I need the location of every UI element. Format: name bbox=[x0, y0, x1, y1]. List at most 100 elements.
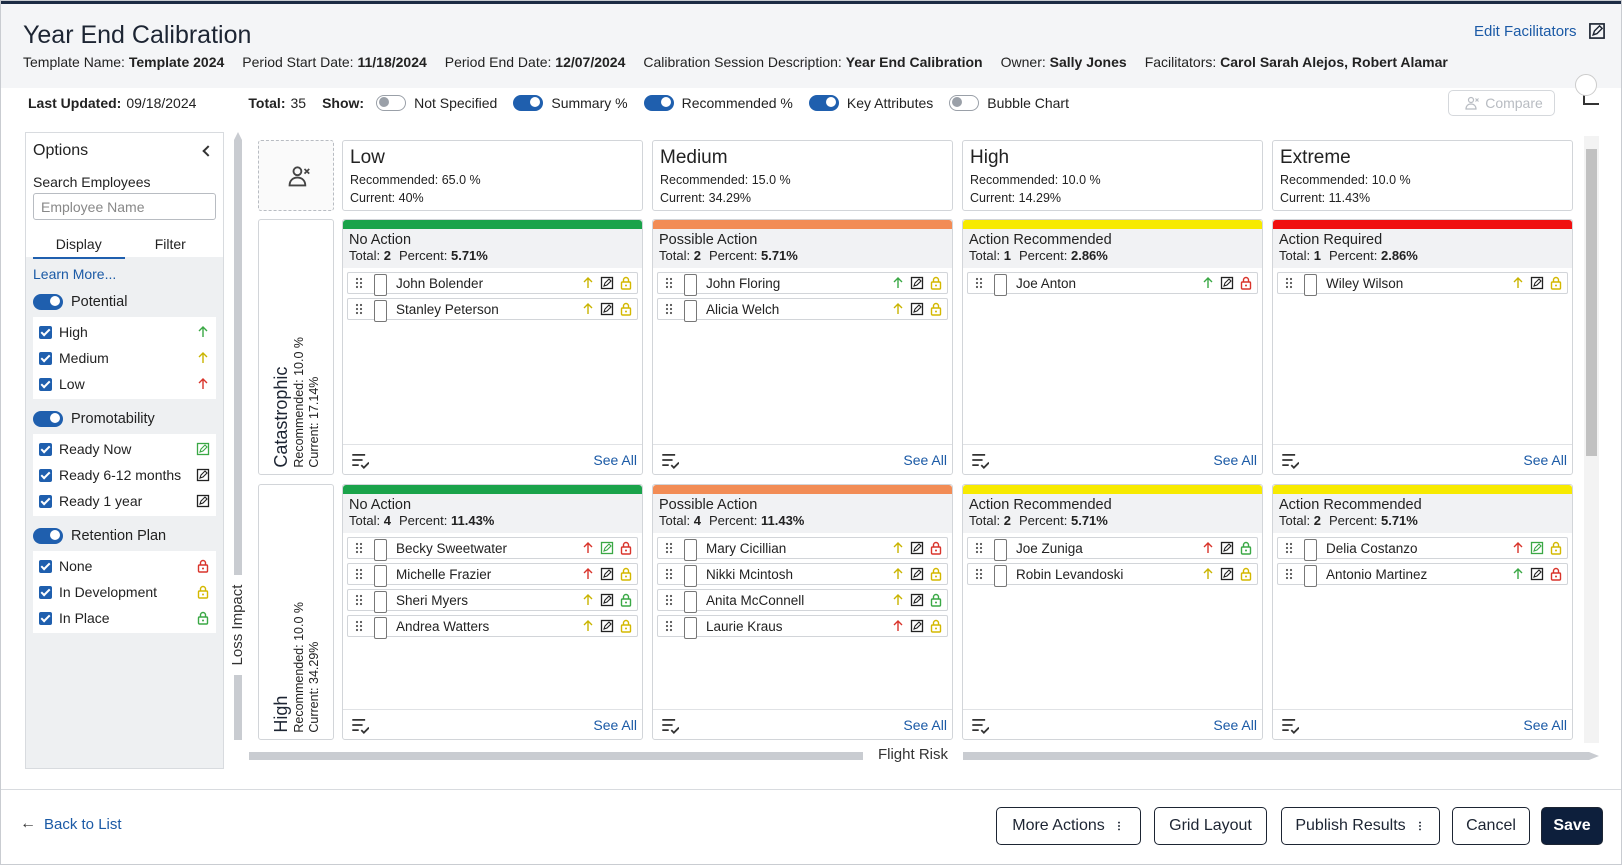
footer-button[interactable]: More Actions bbox=[996, 807, 1141, 845]
edit-icon bbox=[196, 494, 210, 508]
checkbox[interactable] bbox=[39, 611, 52, 625]
checkbox[interactable] bbox=[39, 585, 52, 599]
cell-header: Action Recommended Total: 2 Percent: 5.71% bbox=[963, 494, 1262, 533]
employee-card[interactable]: Laurie Kraus bbox=[657, 615, 948, 639]
employee-card[interactable]: Antonio Martinez bbox=[1277, 563, 1568, 587]
checkbox[interactable] bbox=[684, 539, 697, 561]
employee-card[interactable]: Andrea Watters bbox=[347, 615, 638, 639]
row-current: Current: 34.29% bbox=[307, 641, 321, 733]
checkbox[interactable] bbox=[684, 274, 697, 296]
employee-card[interactable]: Joe Zuniga bbox=[967, 537, 1258, 561]
footer-button[interactable]: Grid Layout bbox=[1154, 807, 1267, 845]
compare-button[interactable]: Compare bbox=[1448, 90, 1555, 116]
employee-card[interactable]: Mary Cicillian bbox=[657, 537, 948, 561]
unassigned-box[interactable] bbox=[258, 140, 334, 211]
checkbox[interactable] bbox=[39, 442, 52, 456]
edit-facilitators[interactable]: Edit Facilitators bbox=[1474, 22, 1606, 40]
checkbox[interactable] bbox=[994, 565, 1007, 587]
learn-more[interactable]: Learn More... bbox=[33, 266, 117, 282]
toggle-switch[interactable] bbox=[643, 95, 674, 111]
lock-icon bbox=[620, 567, 632, 581]
see-all-link[interactable]: See All bbox=[903, 716, 947, 733]
footer-button[interactable]: Save bbox=[1541, 807, 1603, 845]
checkbox[interactable] bbox=[39, 377, 52, 391]
employee-card[interactable]: Nikki Mcintosh bbox=[657, 563, 948, 587]
checkbox[interactable] bbox=[684, 591, 697, 613]
footer-button[interactable]: Cancel bbox=[1452, 807, 1530, 845]
checkbox[interactable] bbox=[994, 539, 1007, 561]
checkbox[interactable] bbox=[1304, 274, 1317, 296]
employee-card[interactable]: Alicia Welch bbox=[657, 298, 948, 322]
checkbox[interactable] bbox=[994, 274, 1007, 296]
tab[interactable]: Filter bbox=[154, 236, 186, 252]
scrollbar-thumb[interactable] bbox=[1586, 149, 1597, 456]
tab[interactable]: Display bbox=[33, 236, 125, 259]
meta-value: Carol Sarah Alejos, Robert Alamar bbox=[1220, 54, 1448, 70]
checkbox[interactable] bbox=[374, 274, 387, 296]
group-toggle[interactable] bbox=[33, 294, 63, 310]
filter-item: None bbox=[39, 553, 210, 579]
employee-card[interactable]: Delia Costanzo bbox=[1277, 537, 1568, 561]
see-all-link[interactable]: See All bbox=[593, 716, 637, 733]
arrow-icon bbox=[198, 378, 208, 389]
see-all-link[interactable]: See All bbox=[593, 451, 637, 468]
checkbox[interactable] bbox=[684, 300, 697, 322]
group-items: Ready Now Ready 6-12 months Ready 1 year bbox=[33, 434, 216, 516]
checkbox[interactable] bbox=[374, 300, 387, 322]
lock-icon bbox=[620, 593, 632, 607]
list-icon bbox=[1282, 718, 1299, 734]
employee-name: John Floring bbox=[706, 275, 781, 291]
employee-card[interactable]: Becky Sweetwater bbox=[347, 537, 638, 561]
employee-card[interactable]: Anita McConnell bbox=[657, 589, 948, 613]
checkbox[interactable] bbox=[39, 494, 52, 508]
see-all-link[interactable]: See All bbox=[1213, 716, 1257, 733]
collapse-button[interactable] bbox=[1575, 74, 1597, 96]
filter-label: Ready 6-12 months bbox=[59, 467, 182, 483]
see-all-link[interactable]: See All bbox=[1523, 716, 1567, 733]
drag-icon bbox=[665, 620, 673, 632]
search-input[interactable]: Employee Name bbox=[33, 193, 216, 220]
expand-icon[interactable] bbox=[1583, 89, 1599, 105]
checkbox[interactable] bbox=[374, 617, 387, 639]
checkbox[interactable] bbox=[39, 351, 52, 365]
toggle-switch[interactable] bbox=[949, 95, 980, 111]
checkbox[interactable] bbox=[1304, 539, 1317, 561]
checkbox[interactable] bbox=[39, 468, 52, 482]
employee-card[interactable]: Wiley Wilson bbox=[1277, 272, 1568, 296]
checkbox[interactable] bbox=[374, 591, 387, 613]
toggle-switch[interactable] bbox=[513, 95, 544, 111]
checkbox[interactable] bbox=[684, 617, 697, 639]
edit-icon bbox=[1220, 567, 1234, 581]
cell-footer: See All bbox=[1273, 709, 1572, 739]
percent-label: Percent: bbox=[708, 248, 758, 263]
employee-card[interactable]: Robin Levandoski bbox=[967, 563, 1258, 587]
toggle-switch[interactable] bbox=[376, 95, 407, 111]
footer-button[interactable]: Publish Results bbox=[1281, 807, 1440, 845]
cell-footer: See All bbox=[963, 444, 1262, 474]
group-toggle[interactable] bbox=[33, 528, 63, 544]
checkbox[interactable] bbox=[1304, 565, 1317, 587]
edit-icon bbox=[196, 442, 210, 456]
employee-card[interactable]: Joe Anton bbox=[967, 272, 1258, 296]
see-all-link[interactable]: See All bbox=[903, 451, 947, 468]
back-link[interactable]: ← Back to List bbox=[20, 815, 122, 833]
employee-card[interactable]: Sheri Myers bbox=[347, 589, 638, 613]
toggle-label: Bubble Chart bbox=[987, 95, 1069, 111]
tabs: Display Filter bbox=[33, 236, 216, 259]
employee-card[interactable]: John Floring bbox=[657, 272, 948, 296]
employee-card[interactable]: Stanley Peterson bbox=[347, 298, 638, 322]
checkbox[interactable] bbox=[39, 325, 52, 339]
employee-card[interactable]: Michelle Frazier bbox=[347, 563, 638, 587]
toggle-switch[interactable] bbox=[808, 95, 839, 111]
checkbox[interactable] bbox=[374, 539, 387, 561]
checkbox[interactable] bbox=[39, 559, 52, 573]
see-all-link[interactable]: See All bbox=[1523, 451, 1567, 468]
checkbox[interactable] bbox=[684, 565, 697, 587]
collapse-chevron[interactable] bbox=[202, 145, 214, 157]
checkbox[interactable] bbox=[374, 565, 387, 587]
group-toggle[interactable] bbox=[33, 411, 63, 427]
see-all-link[interactable]: See All bbox=[1213, 451, 1257, 468]
employee-card[interactable]: John Bolender bbox=[347, 272, 638, 296]
lock-icon bbox=[930, 302, 942, 316]
percent-label: Percent: bbox=[398, 513, 448, 528]
